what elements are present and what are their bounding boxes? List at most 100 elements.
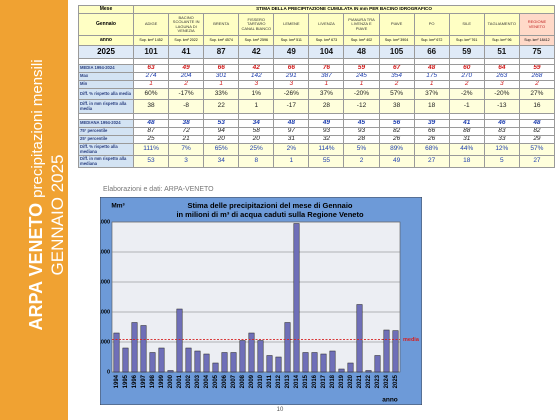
y-tick-label: 0	[107, 369, 110, 375]
table-row: Gennaio ADIGE BACINO SCOLANTE IN LAGUNA DI…	[78, 13, 556, 36]
plot-area	[111, 221, 401, 373]
table-cell: PIANURA TRA LIVENZA E PIAVE	[343, 13, 380, 36]
bar	[185, 347, 192, 373]
bar	[239, 340, 246, 373]
table-cell: Sup. km² 402	[343, 35, 380, 46]
table-cell: 274	[132, 72, 170, 81]
data-table: Mese STIMA DELLA PRECIPITAZIONE CUMULATA …	[78, 5, 556, 168]
bar	[176, 308, 183, 373]
table-cell: 87	[203, 45, 240, 59]
table-cell: 38	[378, 99, 415, 114]
table-cell: 49	[378, 155, 415, 168]
table-cell: 16	[518, 99, 556, 114]
table-cell: 66	[203, 64, 240, 73]
table-cell: 57%	[378, 88, 415, 100]
table-cell: Sup. km² 511	[273, 35, 310, 46]
table-cell: 67	[378, 64, 415, 73]
table-row: 75° percentile 87 72 94 58 97 93 93 82 66 88 83 82	[78, 127, 556, 136]
table-cell: 27	[413, 155, 450, 168]
table-cell: 97	[273, 127, 310, 136]
table-cell: Sup. km² 672	[413, 35, 450, 46]
table-cell: 38	[168, 119, 205, 128]
table-cell: 46	[483, 119, 520, 128]
x-tick-label: 2024	[384, 374, 390, 388]
bar	[275, 356, 282, 373]
table-cell: 2	[343, 155, 380, 168]
table-row: Diff. % rispetto alla media 60% -17% 33% 1% -…	[78, 88, 556, 100]
x-axis-label: anno	[382, 397, 398, 404]
table-cell: 114%	[308, 143, 345, 156]
table-cell: 25° percentile	[78, 135, 134, 144]
bar	[356, 304, 363, 373]
bar	[149, 352, 156, 373]
sidebar-line: ARPA VENETO precipitazioni mensili	[26, 59, 46, 330]
bar	[230, 352, 237, 373]
table-cell: LEMENE	[273, 13, 310, 36]
table-cell: 105	[378, 45, 415, 59]
table-cell: -12	[343, 99, 380, 114]
table-cell: 93	[308, 127, 345, 136]
table-cell: 1	[413, 80, 450, 89]
table-row: 2025 101 41 87 42 49 104 48 105 66 59 51 75	[78, 45, 556, 59]
table-cell: 88	[448, 127, 485, 136]
table-cell: TAGLIAMENTO	[483, 13, 520, 36]
period: GENNAIO 2025	[48, 155, 67, 276]
x-tick-label: 2021	[357, 374, 363, 388]
table-cell: Sup. km² 761	[448, 35, 485, 46]
table-cell: 22	[203, 99, 240, 114]
table-cell: 3	[273, 80, 310, 89]
table-cell: 41	[448, 119, 485, 128]
table-cell: PIAVE	[378, 13, 415, 36]
table-row: 25° percentile 25 21 20 20 31 32 28 26 26 31 33 29	[78, 135, 556, 144]
y-axis-label: Mm³	[111, 203, 125, 210]
table-cell: 45	[343, 119, 380, 128]
table-cell: 2	[448, 80, 485, 89]
table-cell: 1	[238, 99, 275, 114]
bar	[347, 362, 354, 373]
sidebar-band	[0, 0, 68, 420]
table-cell: 48	[518, 119, 556, 128]
table-cell: 2%	[273, 143, 310, 156]
table-cell: 76	[308, 64, 345, 73]
chart: Stima delle precipitazioni del mese di G…	[100, 197, 422, 405]
table-cell: 53	[132, 155, 170, 168]
table-cell: 93	[343, 127, 380, 136]
table-cell: 66	[413, 45, 450, 59]
bar	[257, 340, 264, 373]
bar	[113, 332, 120, 373]
table-cell: 27%	[518, 88, 556, 100]
table-cell: 111%	[132, 143, 170, 156]
table-cell: 37%	[413, 88, 450, 100]
x-tick-label: 2002	[186, 374, 192, 388]
table-cell: MEDIA 1994-2024	[78, 64, 134, 73]
table-cell: 75	[518, 45, 556, 59]
table-cell: 82	[378, 127, 415, 136]
table-cell: 1	[203, 80, 240, 89]
table-cell: Sup. km² 1452	[132, 35, 170, 46]
table-cell: -17%	[168, 88, 205, 100]
bar	[212, 362, 219, 373]
table-cell: 42	[238, 64, 275, 73]
table-cell: 48	[132, 119, 170, 128]
table-cell: 26	[378, 135, 415, 144]
table-row: MEDIANA 1994-2024 48 38 53 34 48 49 45 56 39 41 46 4…	[78, 119, 556, 128]
table-cell: 65%	[203, 143, 240, 156]
table-cell: 34	[238, 119, 275, 128]
table-cell: 60%	[132, 88, 170, 100]
x-tick-label: 2015	[303, 374, 309, 388]
table-cell: 29	[518, 135, 556, 144]
table-cell: 1	[132, 80, 170, 89]
bar	[122, 347, 129, 373]
table-cell: Mese	[78, 5, 134, 14]
bar	[194, 350, 201, 373]
table-cell: 21	[168, 135, 205, 144]
table-cell: 18	[448, 155, 485, 168]
table-cell: 68%	[413, 143, 450, 156]
table-cell: 18	[413, 99, 450, 114]
table-cell: 32	[308, 135, 345, 144]
table-cell: 72	[168, 127, 205, 136]
bar	[329, 350, 336, 373]
y-tick-label: 5,000	[100, 219, 110, 225]
table-cell: -1	[448, 99, 485, 114]
table-cell: 7%	[168, 143, 205, 156]
